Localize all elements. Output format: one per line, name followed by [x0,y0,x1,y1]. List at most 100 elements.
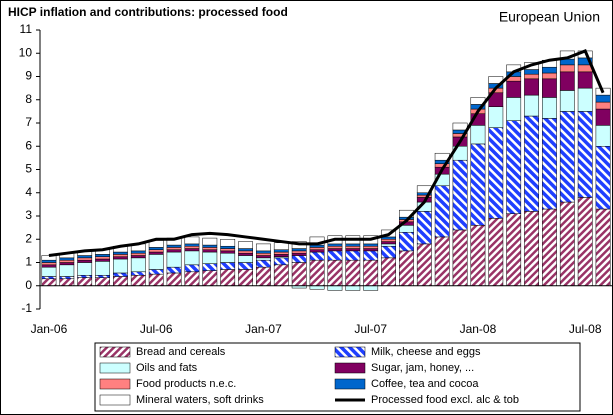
bar-segment [220,250,236,254]
bar-segment [291,252,307,256]
bar-segment [130,275,146,287]
bar-segment [130,255,146,259]
bar-segment [488,106,504,128]
bar-segment [559,111,575,203]
bar-segment [363,248,379,252]
bar-segment [488,127,504,219]
bar-segment [595,125,611,147]
bar-segment [399,250,414,286]
bar-segment [470,143,486,226]
bar-segment [291,250,307,254]
bar-segment [220,269,236,287]
bar-segment [238,248,253,252]
bar-segment [452,122,468,131]
y-tick-label: 2 [25,231,32,245]
bar-segment [148,254,164,270]
legend-label: Processed food excl. alc & tob [371,394,519,406]
bar-segment [327,259,343,286]
bar-segment [220,248,236,252]
bar-segment [95,261,110,276]
y-tick-label: 4 [25,185,32,199]
bar-segment [41,262,57,266]
bar-segment [470,225,486,287]
bar-segment [59,276,75,280]
bar-segment [59,262,75,266]
bar-segment [309,249,325,253]
bar-segment [59,259,75,263]
bar-segment [434,185,450,238]
bar-segment [238,250,253,254]
bar-segment [363,243,379,247]
bar-segment [524,94,539,117]
bar-segment [345,285,361,291]
bar-segment [595,108,611,126]
bar-segment [309,285,325,290]
legend-swatch [334,362,366,374]
bar-segment [345,245,361,249]
bar-segment [256,257,271,261]
bar-segment [77,262,93,276]
bar-segment [59,278,75,286]
bar-segment [559,201,575,286]
bar-segment [381,245,396,259]
bar-segment [166,249,182,253]
bar-segment [542,97,557,119]
bar-segment [452,229,468,286]
bar-segment [595,146,611,210]
bar-segment [291,255,307,263]
bar-segment [327,250,343,261]
bar-segment [95,275,110,278]
bar-segment [542,72,557,80]
bar-segment [381,239,396,242]
bar-segment [595,94,611,103]
bar-segment [41,266,57,277]
bar-segment [166,244,182,248]
bar-segment [595,208,611,286]
bar-segment [524,69,539,75]
bar-segment [95,258,110,262]
bar-segment [202,244,218,248]
bar-segment [309,247,325,250]
line [48,48,605,258]
bar-segment [148,249,164,253]
bar-segment [220,252,236,263]
bar-segment [148,247,164,250]
x-tick-label: Jan-07 [245,322,282,336]
bar-segment [41,276,57,280]
bar-segment [41,278,57,286]
bar-segment [220,262,236,270]
bar-segment [256,250,271,254]
bar-segment [238,255,253,263]
bar-segment [345,248,361,252]
legend-label: Sugar, jam, honey, ... [371,362,474,374]
legend-label: Milk, cheese and eggs [371,346,481,358]
bar-segment [273,249,289,253]
bar-segment [130,252,146,256]
bar-segment [506,120,522,214]
bar-segment [273,251,289,255]
bar-segment [77,255,93,259]
legend-swatch [99,362,131,374]
bar-segment [148,251,164,255]
bar-segment [542,118,557,210]
bar-segment [416,211,432,245]
bar-segment [113,251,128,255]
bar-segment [256,259,271,268]
bar-segment [542,66,557,74]
y-tick-label: 7 [25,115,32,129]
legend-swatch [99,394,131,406]
bar-segment [381,241,396,245]
bar-segment [416,243,432,286]
bar-segment [220,245,236,249]
bar-segment [327,285,343,291]
bar-segment [273,254,289,257]
bar-segment [434,236,450,287]
chart-subtitle: European Union [499,9,600,25]
bar-segment [273,264,289,287]
y-tick-label: 8 [25,92,32,106]
bar-segment [59,257,75,261]
bar-segment [41,255,57,261]
legend-swatch [334,346,366,358]
bar-segment [399,232,414,252]
